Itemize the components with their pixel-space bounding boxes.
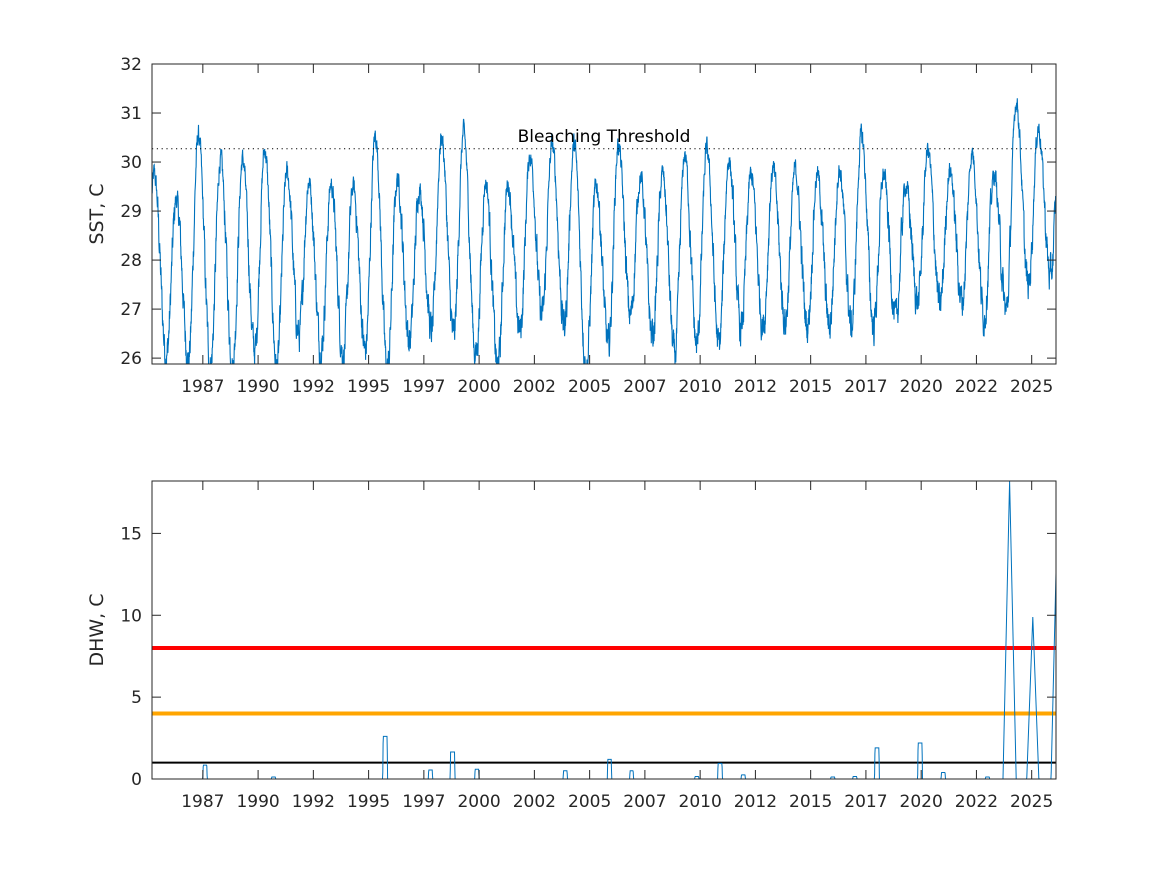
x-tick-label: 2020 — [900, 377, 943, 397]
sst-axes: Bleaching Threshold 1987 1990 1992 1995 1997 2… — [86, 55, 1057, 397]
x-tick-label: 1997 — [402, 792, 445, 812]
x-tick-label: 1997 — [402, 377, 445, 397]
plot-area — [152, 64, 1056, 364]
y-tick-label: 10 — [120, 606, 142, 626]
x-tick-label: 1995 — [347, 377, 390, 397]
x-tick-label: 2000 — [457, 792, 500, 812]
y-axis-label: SST, C — [86, 183, 108, 244]
y-axis-label: DHW, C — [86, 593, 108, 666]
x-tick-label: 2015 — [789, 377, 832, 397]
plot-layer — [152, 481, 1056, 779]
y-tick-label: 32 — [120, 55, 142, 75]
y-tick-label: 5 — [131, 688, 142, 708]
y-tick-label: 15 — [120, 524, 142, 544]
y-tick-label: 0 — [131, 770, 142, 790]
y-tick-label: 28 — [120, 251, 142, 271]
x-tick-label: 2000 — [457, 377, 500, 397]
x-tick-label: 2010 — [679, 377, 722, 397]
x-tick-label: 1992 — [292, 377, 335, 397]
plot-area — [152, 481, 1056, 779]
x-tick-label: 1987 — [181, 377, 224, 397]
x-tick-label: 1992 — [292, 792, 335, 812]
x-tick-label: 2002 — [513, 792, 556, 812]
x-tick-label: 2022 — [955, 792, 998, 812]
y-tick-label: 27 — [120, 300, 142, 320]
x-tick-label: 2002 — [513, 377, 556, 397]
x-tick-label: 2015 — [789, 792, 832, 812]
x-tick-label: 2025 — [1010, 377, 1053, 397]
x-tick-label: 1990 — [236, 377, 279, 397]
x-tick-label: 1987 — [181, 792, 224, 812]
axes-box — [151, 480, 1057, 780]
x-tick-label: 1990 — [236, 792, 279, 812]
x-tick-label: 2007 — [623, 792, 666, 812]
x-tick-label: 2025 — [1010, 792, 1053, 812]
x-tick-label: 2012 — [734, 377, 777, 397]
x-tick-label: 2005 — [568, 792, 611, 812]
plot-layer — [152, 98, 1056, 364]
x-tick-label: 2017 — [844, 377, 887, 397]
y-tick-label: 30 — [120, 153, 142, 173]
x-tick-label: 2012 — [734, 792, 777, 812]
bleaching-threshold-label: Bleaching Threshold — [518, 127, 691, 147]
x-tick-label: 2010 — [679, 792, 722, 812]
x-tick-label: 2022 — [955, 377, 998, 397]
x-tick-label: 2007 — [623, 377, 666, 397]
y-tick-label: 26 — [120, 349, 142, 369]
y-tick-label: 29 — [120, 202, 142, 222]
sst-series-line — [152, 98, 1056, 364]
y-tick-label: 31 — [120, 104, 142, 124]
x-tick-label: 2017 — [844, 792, 887, 812]
x-tick-label: 1995 — [347, 792, 390, 812]
x-tick-label: 2020 — [900, 792, 943, 812]
dhw-axes: 1987 1990 1992 1995 1997 2000 2002 2005 2007 2010… — [86, 480, 1057, 812]
x-tick-label: 2005 — [568, 377, 611, 397]
axes-box — [151, 63, 1057, 365]
